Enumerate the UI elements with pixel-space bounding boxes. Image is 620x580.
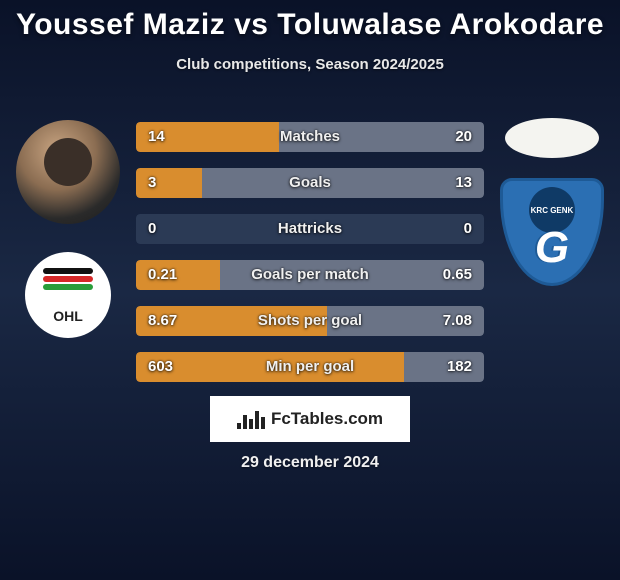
- shield-letter: G: [535, 223, 569, 273]
- bars-icon: [237, 409, 265, 429]
- stats-bars: 1420Matches 313Goals 00Hattricks 0.210.65Go…: [136, 122, 484, 398]
- branding-badge: FcTables.com: [210, 396, 410, 442]
- subtitle: Club competitions, Season 2024/2025: [0, 56, 620, 73]
- stat-row: 00Hattricks: [136, 214, 484, 244]
- date-label: 29 december 2024: [0, 454, 620, 472]
- stat-label: Matches: [136, 122, 484, 152]
- page-title: Youssef Maziz vs Toluwalase Arokodare: [0, 0, 620, 42]
- ohl-stripes: [43, 268, 93, 294]
- club-logo-right: KRC GENK G: [500, 178, 604, 286]
- stat-label: Goals: [136, 168, 484, 198]
- club-abbr-left: OHL: [25, 308, 111, 324]
- stat-label: Shots per goal: [136, 306, 484, 336]
- stat-row: 8.677.08Shots per goal: [136, 306, 484, 336]
- stat-label: Min per goal: [136, 352, 484, 382]
- left-player-column: OHL: [8, 120, 128, 338]
- stat-label: Goals per match: [136, 260, 484, 290]
- stat-row: 603182Min per goal: [136, 352, 484, 382]
- stat-label: Hattricks: [136, 214, 484, 244]
- player-avatar-left: [16, 120, 120, 224]
- right-player-column: KRC GENK G: [492, 118, 612, 286]
- stat-row: 1420Matches: [136, 122, 484, 152]
- club-logo-left: OHL: [25, 252, 111, 338]
- stat-row: 0.210.65Goals per match: [136, 260, 484, 290]
- stat-row: 313Goals: [136, 168, 484, 198]
- shield-icon: KRC GENK G: [500, 178, 604, 286]
- player-avatar-right: [505, 118, 599, 158]
- comparison-infographic: Youssef Maziz vs Toluwalase Arokodare Cl…: [0, 0, 620, 580]
- branding-label: FcTables.com: [271, 409, 383, 429]
